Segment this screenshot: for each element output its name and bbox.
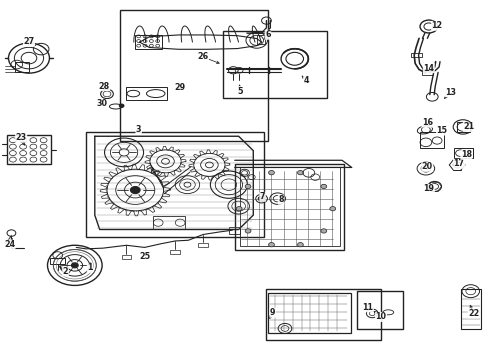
Bar — [267, 293, 350, 333]
Text: 13: 13 — [444, 87, 455, 96]
Text: 21: 21 — [462, 122, 473, 131]
Text: 7: 7 — [259, 192, 265, 201]
Text: 6: 6 — [264, 30, 270, 39]
Text: 27: 27 — [23, 37, 35, 46]
Bar — [135, 35, 161, 49]
Text: 17: 17 — [453, 159, 464, 168]
Circle shape — [329, 207, 335, 211]
Bar — [410, 53, 421, 57]
Text: 15: 15 — [436, 126, 447, 135]
Text: 28: 28 — [98, 82, 109, 91]
Circle shape — [297, 243, 303, 247]
Bar — [86, 132, 264, 237]
Bar — [120, 10, 267, 140]
Bar — [460, 289, 480, 329]
Text: 26: 26 — [197, 53, 208, 62]
Text: 22: 22 — [467, 309, 478, 318]
Bar — [239, 167, 339, 246]
Text: 9: 9 — [269, 308, 275, 317]
Circle shape — [268, 171, 274, 175]
Text: 10: 10 — [375, 312, 386, 321]
Circle shape — [236, 207, 242, 211]
Bar — [122, 255, 131, 259]
Bar — [125, 87, 166, 100]
Circle shape — [244, 184, 250, 189]
Text: 11: 11 — [362, 303, 373, 312]
Text: 3: 3 — [136, 125, 141, 134]
Circle shape — [130, 186, 140, 194]
Bar — [15, 62, 29, 72]
Circle shape — [320, 184, 326, 189]
Text: 19: 19 — [423, 184, 433, 193]
Text: 16: 16 — [421, 118, 432, 127]
Bar — [356, 291, 402, 329]
Circle shape — [297, 171, 303, 175]
Bar — [228, 227, 239, 234]
Text: 8: 8 — [278, 195, 284, 204]
Bar — [153, 216, 184, 229]
Bar — [419, 132, 444, 148]
Text: 5: 5 — [236, 86, 242, 95]
Bar — [50, 258, 65, 264]
Text: 30: 30 — [97, 99, 107, 108]
Text: 18: 18 — [460, 150, 471, 159]
Bar — [456, 122, 469, 132]
Text: 12: 12 — [431, 21, 442, 30]
Text: 25: 25 — [139, 252, 150, 261]
Text: 4: 4 — [303, 76, 308, 85]
Text: 23: 23 — [16, 133, 27, 142]
Bar — [234, 164, 344, 250]
Bar — [453, 148, 472, 158]
Circle shape — [244, 229, 250, 233]
Bar — [222, 31, 327, 98]
Bar — [170, 249, 180, 254]
Circle shape — [268, 243, 274, 247]
Text: 29: 29 — [174, 83, 185, 92]
Bar — [256, 35, 265, 44]
Circle shape — [119, 104, 124, 108]
Circle shape — [71, 263, 78, 268]
Text: 14: 14 — [423, 64, 433, 73]
Circle shape — [258, 196, 264, 201]
Text: 24: 24 — [4, 240, 15, 249]
Text: 2: 2 — [62, 267, 68, 276]
Bar — [266, 289, 380, 339]
Bar — [421, 70, 432, 75]
Circle shape — [320, 229, 326, 233]
Text: 20: 20 — [421, 162, 432, 171]
Text: 1: 1 — [87, 264, 93, 273]
Bar — [198, 243, 207, 247]
Bar — [6, 135, 51, 164]
